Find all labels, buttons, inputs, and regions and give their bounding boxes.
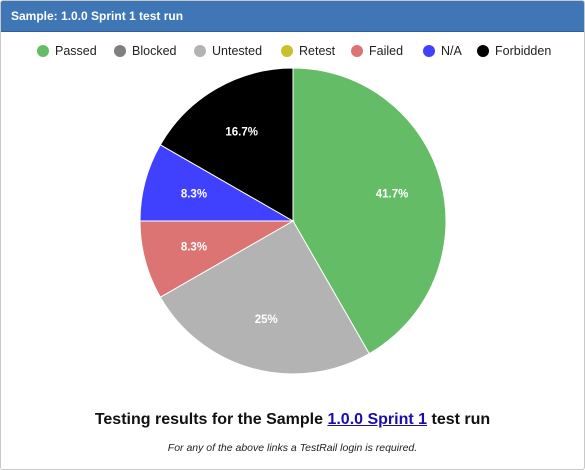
legend-item-retest[interactable]: Retest xyxy=(281,41,335,61)
legend-label: Retest xyxy=(299,44,336,58)
legend-swatch xyxy=(194,45,206,57)
panel-title: Sample: 1.0.0 Sprint 1 test run xyxy=(1,1,584,32)
slice-label: 8.3% xyxy=(181,189,207,201)
legend-label: Forbidden xyxy=(495,44,552,58)
pie-slice-forbidden[interactable] xyxy=(159,67,294,222)
legend-swatch xyxy=(114,45,126,57)
legend-label: N/A xyxy=(441,44,462,58)
legend-item-failed[interactable]: Failed xyxy=(351,41,403,61)
chart-legend: Passed Blocked Untested Retest Failed N/A Forb… xyxy=(1,41,584,61)
legend-item-n-a[interactable]: N/A xyxy=(423,41,462,61)
slice-label: 25% xyxy=(255,314,278,326)
results-heading-prefix: Testing results for the Sample xyxy=(94,411,328,428)
slice-label: 8.3% xyxy=(181,241,207,253)
legend-item-passed[interactable]: Passed xyxy=(37,41,97,61)
legend-label: Failed xyxy=(369,44,404,58)
pie-chart: 41.7% 25% 8.3% 8.3% 16.7% xyxy=(139,67,447,375)
results-heading: Testing results for the Sample 1.0.0 Spr… xyxy=(1,411,584,429)
legend-swatch xyxy=(281,45,293,57)
legend-item-untested[interactable]: Untested xyxy=(194,41,262,61)
legend-swatch xyxy=(423,45,435,57)
legend-swatch xyxy=(351,45,363,57)
slice-label: 41.7% xyxy=(376,189,409,201)
legend-swatch xyxy=(37,45,49,57)
results-heading-suffix: test run xyxy=(427,411,491,428)
sprint-link[interactable]: 1.0.0 Sprint 1 xyxy=(327,411,428,428)
slice-label: 16.7% xyxy=(225,126,258,138)
pie-slice-untested[interactable] xyxy=(159,220,370,375)
legend-label: Blocked xyxy=(132,44,177,58)
legend-item-blocked[interactable]: Blocked xyxy=(114,41,176,61)
login-note: For any of the above links a TestRail lo… xyxy=(167,442,418,454)
legend-label: Passed xyxy=(55,44,97,58)
legend-swatch xyxy=(477,45,489,57)
legend-item-forbidden[interactable]: Forbidden xyxy=(477,41,551,61)
legend-label: Untested xyxy=(212,44,263,58)
pie-slice-passed[interactable] xyxy=(292,67,447,355)
